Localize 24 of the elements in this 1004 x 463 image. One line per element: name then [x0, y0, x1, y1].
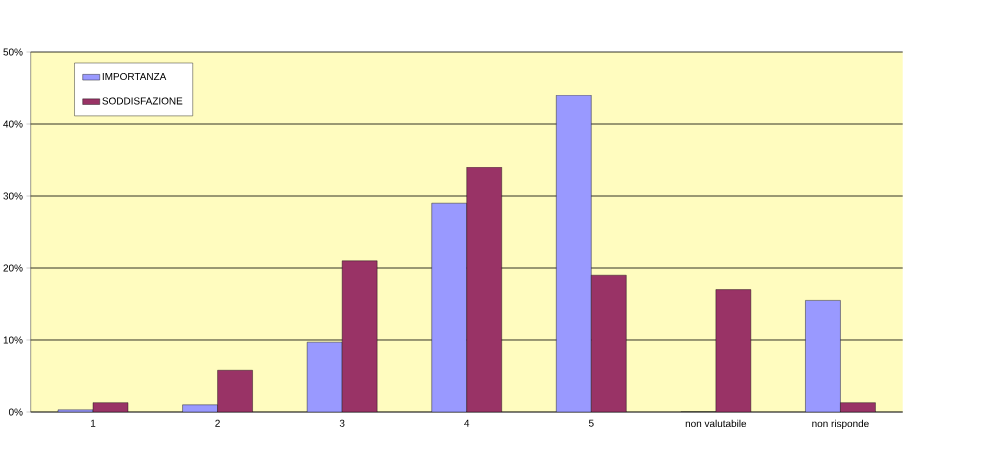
bar [342, 260, 378, 412]
bar [591, 275, 627, 412]
y-tick-label: 30% [3, 192, 23, 200]
legend-label: SODDISFAZIONE [102, 97, 183, 105]
bar [431, 203, 467, 412]
y-tick-label: 0% [8, 408, 23, 416]
y-tick-label: 20% [3, 264, 23, 272]
bar [715, 289, 751, 412]
bar [217, 370, 253, 412]
x-tick-label: non risponde [812, 419, 869, 430]
bar [466, 167, 502, 412]
y-tick-label: 40% [3, 120, 23, 128]
x-tick-label: 1 [91, 419, 96, 427]
legend-label: IMPORTANZA [102, 73, 167, 81]
y-tick-label: 10% [3, 336, 23, 344]
bar [307, 342, 343, 412]
x-tick-label: 5 [588, 419, 594, 427]
x-tick-label: non valutabile [685, 419, 747, 428]
x-tick-label: 3 [339, 419, 345, 427]
bar [805, 300, 841, 412]
x-tick-label: 4 [464, 419, 470, 427]
y-tick-label: 50% [3, 48, 23, 56]
x-tick-label: 2 [215, 419, 220, 427]
bar [556, 95, 592, 412]
